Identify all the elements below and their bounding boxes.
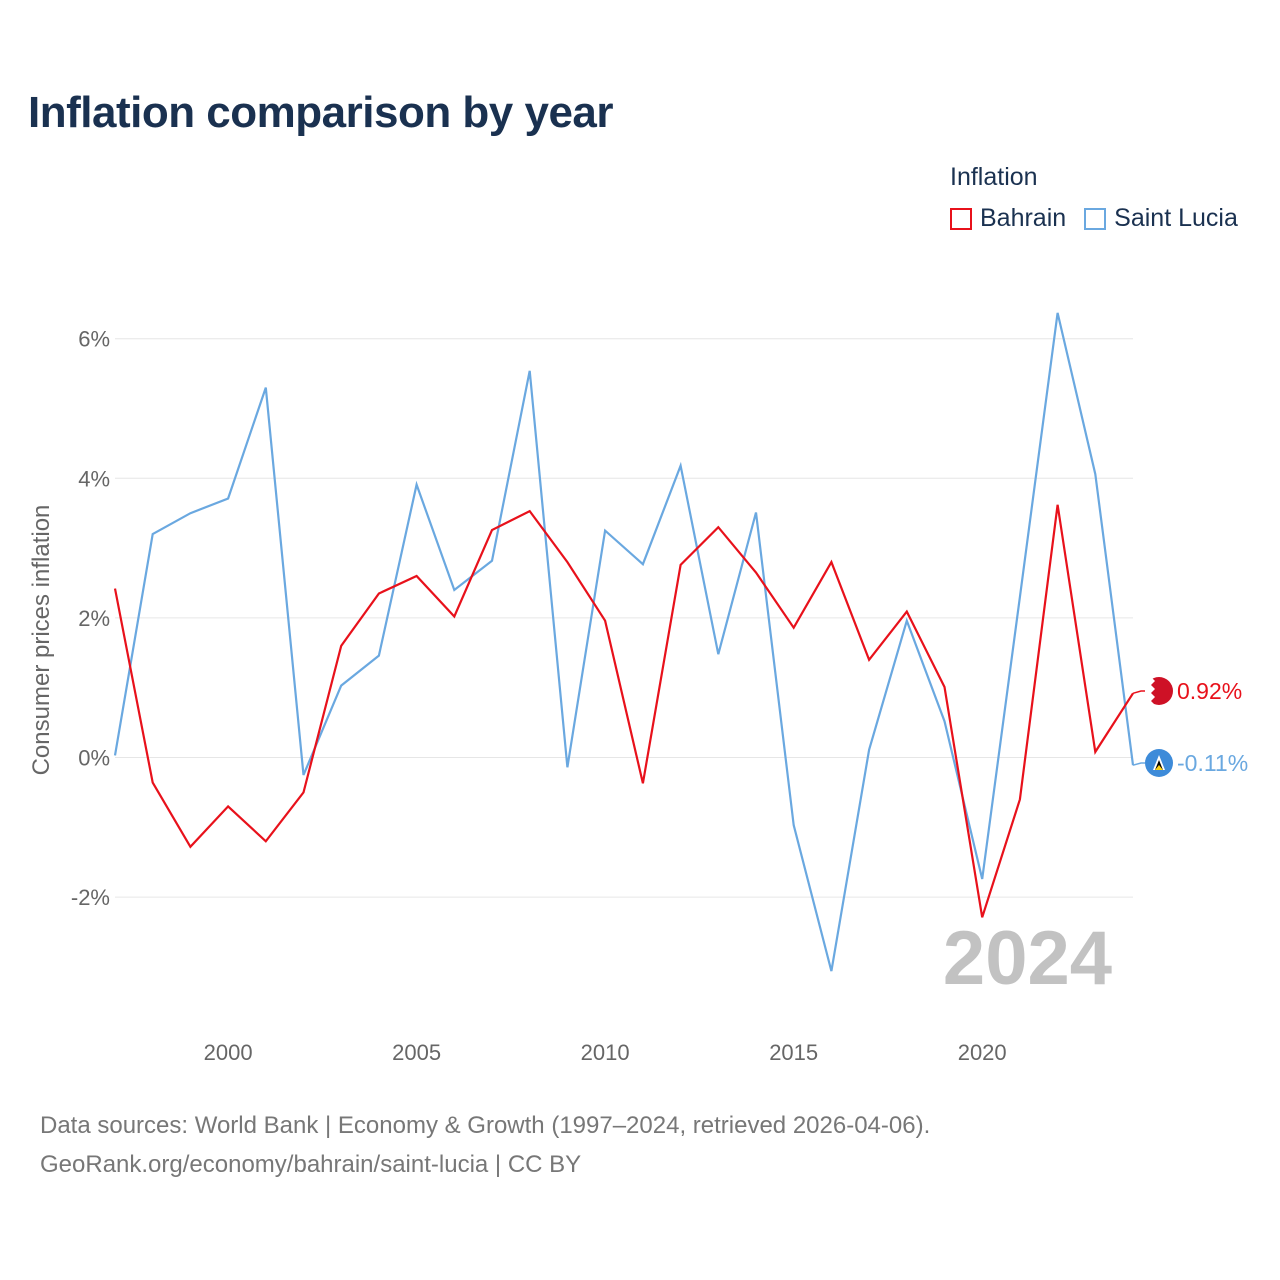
y-tick-label: 4% bbox=[78, 466, 110, 491]
legend-label-saint-lucia: Saint Lucia bbox=[1114, 204, 1238, 232]
saint-lucia-flag-gold bbox=[1155, 765, 1163, 770]
x-tick-label: 2000 bbox=[204, 1040, 253, 1065]
series-line-bahrain[interactable] bbox=[113, 504, 1134, 918]
y-tick-label: 0% bbox=[78, 746, 110, 771]
chart-title: Inflation comparison by year bbox=[28, 88, 614, 137]
y-tick-label: -2% bbox=[71, 885, 110, 910]
end-connector-bahrain bbox=[1132, 690, 1145, 695]
end-label-bahrain: 0.92% bbox=[1177, 678, 1242, 704]
x-tick-label: 2010 bbox=[581, 1040, 630, 1065]
legend: Bahrain Saint Lucia bbox=[950, 204, 1256, 233]
year-watermark: 2024 bbox=[943, 916, 1112, 1001]
legend-title: Inflation bbox=[950, 163, 1038, 191]
end-label-saint-lucia: -0.11% bbox=[1177, 750, 1248, 776]
bahrain-flag-icon bbox=[1145, 677, 1155, 705]
series-line-saint-lucia[interactable] bbox=[113, 312, 1135, 972]
legend-item-bahrain[interactable]: Bahrain bbox=[950, 204, 1066, 233]
footer-sources: Data sources: World Bank | Economy & Gro… bbox=[40, 1112, 931, 1139]
legend-swatch-saint-lucia bbox=[1084, 207, 1107, 230]
legend-item-saint-lucia[interactable]: Saint Lucia bbox=[1084, 204, 1238, 233]
y-tick-label: 2% bbox=[78, 606, 110, 631]
footer: Data sources: World Bank | Economy & Gro… bbox=[40, 1106, 930, 1184]
x-tick-label: 2020 bbox=[958, 1040, 1007, 1065]
footer-url[interactable]: GeoRank.org/economy/bahrain/saint-lucia … bbox=[40, 1151, 582, 1178]
legend-label-bahrain: Bahrain bbox=[980, 204, 1067, 232]
x-tick-label: 2015 bbox=[769, 1040, 818, 1065]
end-connector-saint-lucia bbox=[1132, 762, 1145, 766]
y-tick-label: 6% bbox=[78, 327, 110, 352]
legend-swatch-bahrain bbox=[950, 207, 972, 230]
x-tick-label: 2005 bbox=[392, 1040, 441, 1065]
